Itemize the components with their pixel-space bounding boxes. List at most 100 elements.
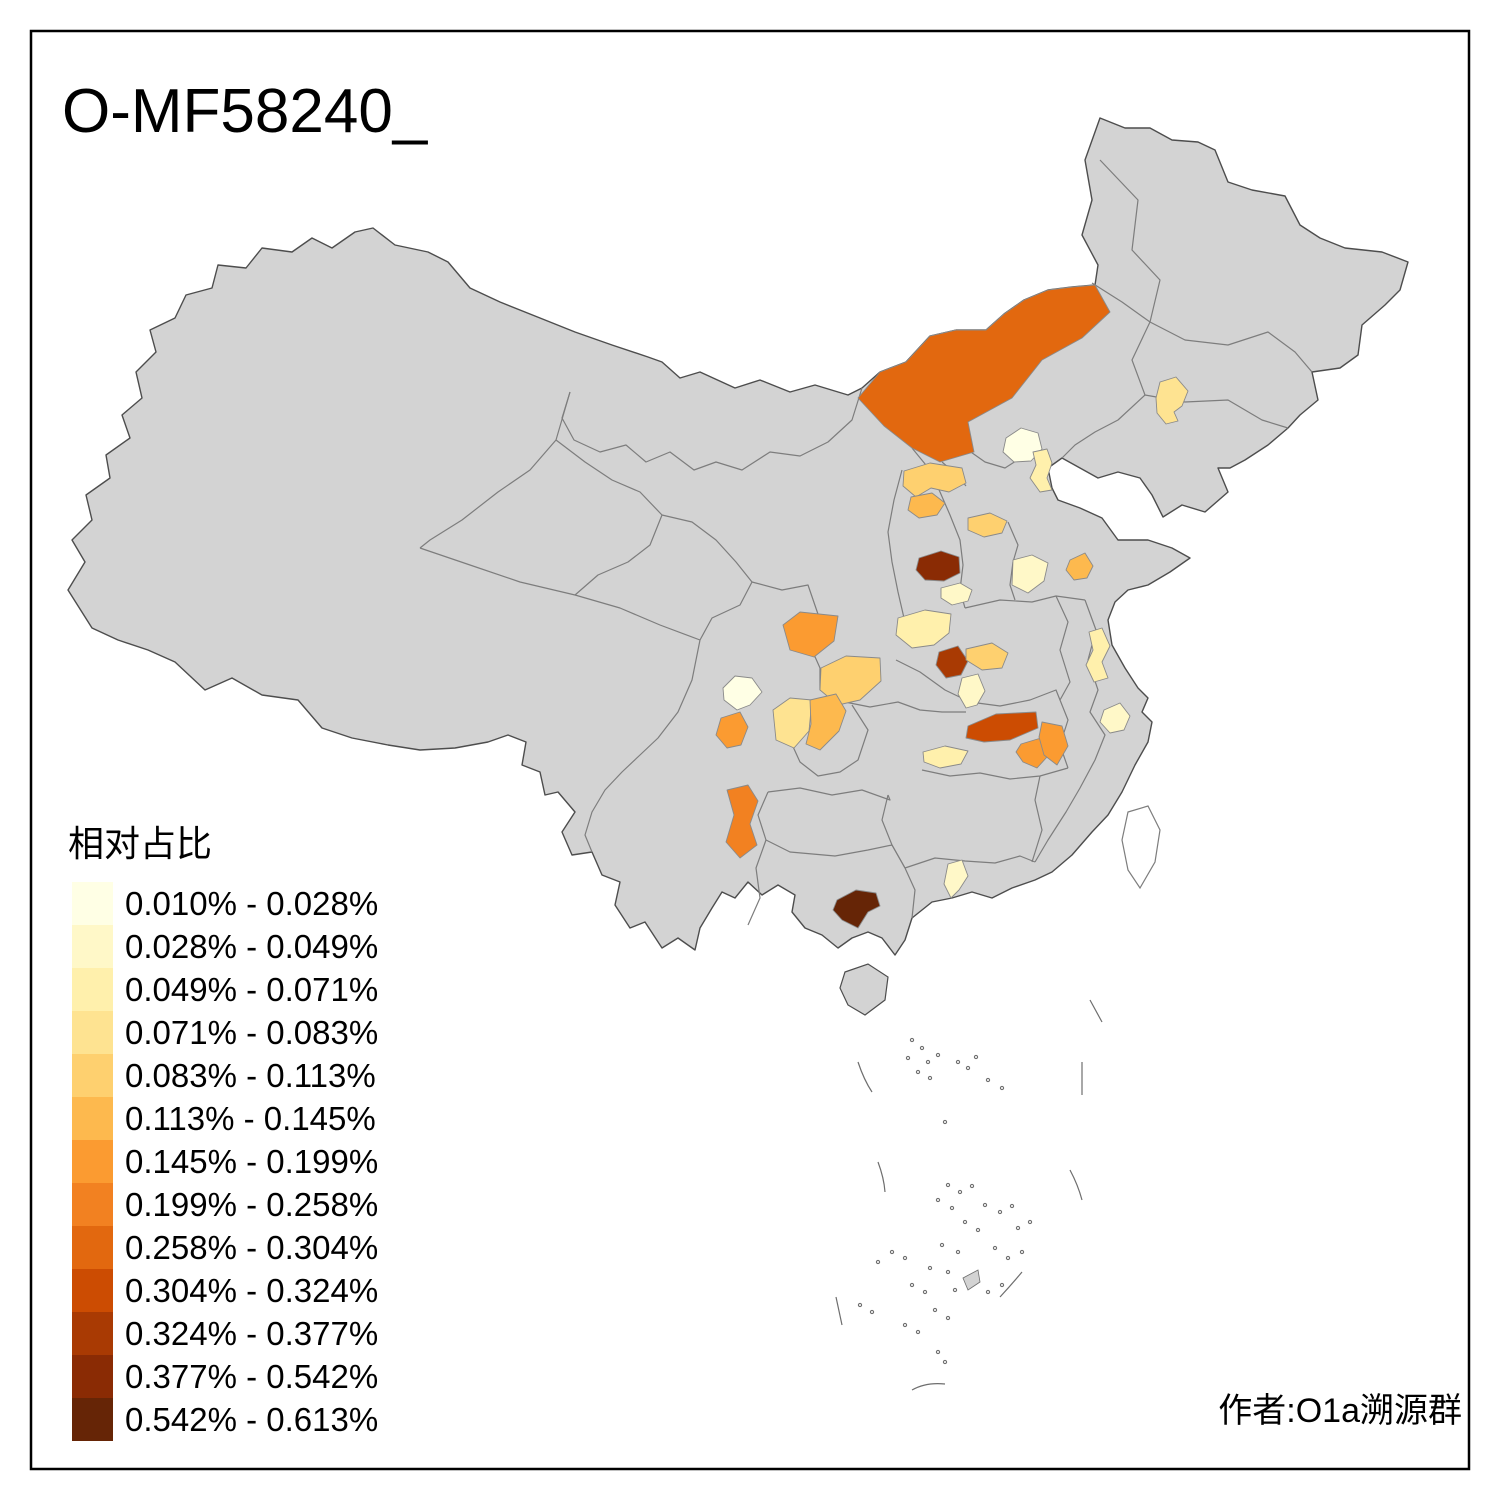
islet-dot [927,1075,933,1081]
taiwan-island [1121,805,1161,890]
map-region-region-02 [1155,376,1189,425]
islet-dot [999,1085,1005,1091]
islet-dot [909,1282,915,1288]
islet-dot [915,1329,921,1335]
map-region-region-17 [715,711,749,749]
map-region-region-21 [965,711,1039,743]
islet-dot [955,1059,961,1065]
province-boundary-line [904,855,1036,869]
legend-label: 0.145% - 0.199% [125,1143,378,1180]
map-region-region-23 [1038,721,1069,766]
islet-dot [875,1259,881,1265]
sea-boundary-arc [877,1161,886,1193]
islet-dot [997,1209,1003,1215]
province-boundary-line [1091,282,1151,323]
islet-dot [965,1065,971,1071]
map-region-region-13 [935,645,969,679]
islet-dot [999,1282,1005,1288]
province-boundary-line [584,639,701,853]
islet-dot [922,1289,928,1295]
map-region-region-24 [922,745,969,769]
province-boundary-line [1034,599,1106,863]
legend-title: 相对占比 [68,823,212,864]
map-region-region-12 [819,655,882,706]
legend-label: 0.071% - 0.083% [125,1014,378,1051]
islet-dot [952,1287,958,1293]
south-china-sea-islands [835,999,1103,1391]
islet-dot [919,1045,925,1051]
legend-label: 0.542% - 0.613% [125,1401,378,1438]
islet-dot [935,1349,941,1355]
prefecture-regions [715,284,1189,929]
legend-label: 0.377% - 0.542% [125,1358,378,1395]
province-boundary-line [1131,321,1289,429]
islet-dot [982,1202,988,1208]
map-region-region-06 [907,492,946,519]
province-boundary-line [921,767,1069,780]
legend-label: 0.049% - 0.071% [125,971,378,1008]
islet-dot [945,1182,951,1188]
map-region-region-25 [1085,627,1111,683]
map-region-region-05 [902,462,967,498]
province-boundary-line [1031,775,1043,863]
province-boundary-line [1099,159,1161,323]
legend-swatch [72,882,113,925]
map-region-region-20 [725,784,759,859]
province-boundary-line [767,787,891,801]
province-boundary-line [757,791,906,869]
legend-swatch [72,1183,113,1226]
islet-dot [973,1054,979,1060]
legend-item: 0.377% - 0.542% [72,1355,378,1398]
islet-dot [945,1269,951,1275]
province-boundary-line [895,659,1061,707]
map-region-region-04 [1029,448,1053,493]
province-boundary-line [747,839,767,926]
legend-swatch [72,1269,113,1312]
islet-dot [975,1227,981,1233]
legend-swatch [72,1054,113,1097]
map-region-region-11 [782,611,839,658]
province-boundary-line [964,595,1086,609]
legend-swatch [72,1097,113,1140]
legend-item: 0.199% - 0.258% [72,1183,378,1226]
map-region-region-28 [1065,552,1094,581]
map-region-region-15 [957,673,986,709]
islet-dot [902,1322,908,1328]
map-region-region-08 [915,550,961,582]
map-region-region-26 [1099,702,1131,734]
islet-dot [985,1077,991,1083]
map-region-region-01 [857,284,1111,463]
sea-boundary-arc [911,1383,946,1391]
hainan-island [839,963,889,1016]
province-boundary-line [789,704,869,777]
islet-dot [909,1037,915,1043]
legend-swatch [72,1011,113,1054]
legend-item: 0.258% - 0.304% [72,1226,378,1269]
islet-dot [992,1245,998,1251]
islet-dot [935,1052,941,1058]
legend-swatch [72,1398,113,1441]
islet-dot [902,1255,908,1261]
map-region-region-10 [895,609,952,649]
author-credit: 作者:O1a溯源群 [1218,1392,1462,1430]
map-region-region-27 [1011,554,1049,594]
legend-swatch [72,1226,113,1269]
province-boundaries [419,159,1313,926]
islet-dot [935,1197,941,1203]
legend-item: 0.010% - 0.028% [72,882,378,925]
legend-item: 0.304% - 0.324% [72,1269,378,1312]
islet-dot [927,1265,933,1271]
sea-boundary-arc [999,1271,1023,1298]
map-region-region-16 [722,675,763,711]
map-region-region-29 [943,859,969,899]
islet-dot [1005,1255,1011,1261]
legend-item: 0.542% - 0.613% [72,1398,378,1441]
legend: 相对占比 0.010% - 0.028% 0.028% - 0.049% 0.049… [68,823,378,1441]
islet-dot [1015,1225,1021,1231]
islet-dot [942,1119,948,1125]
islet-dot [932,1307,938,1313]
map-region-region-09 [940,582,973,606]
province-boundary-line [904,867,916,919]
legend-swatch [72,1140,113,1183]
